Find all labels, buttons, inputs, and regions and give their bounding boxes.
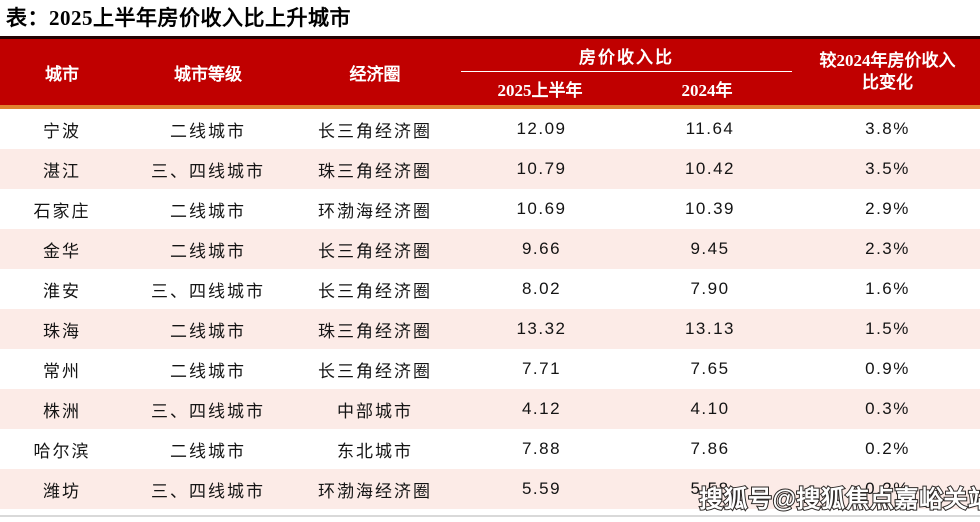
header-city-tier: 城市等级 bbox=[174, 64, 242, 84]
cell-change: 0.2% bbox=[865, 479, 910, 498]
cell-ratio-2025: 7.71 bbox=[521, 359, 562, 378]
header-ratio-2024: 2024年 bbox=[681, 81, 733, 100]
cell-city: 湛江 bbox=[43, 161, 81, 181]
cell-tier: 二线城市 bbox=[170, 361, 246, 381]
table-header: 城市 城市等级 经济圈 房价收入比 2025上半年 2024年 较2024年房价… bbox=[0, 36, 980, 109]
cell-change: 3.8% bbox=[865, 119, 910, 138]
cell-circle: 珠三角经济圈 bbox=[318, 161, 432, 181]
bottom-divider bbox=[0, 515, 980, 517]
cell-ratio-2025: 10.79 bbox=[516, 159, 567, 178]
header-change-line2: 比变化 bbox=[862, 73, 913, 92]
cell-tier: 三、四线城市 bbox=[151, 281, 265, 301]
table-row-harbin: 哈尔滨 二线城市 东北城市 7.88 7.86 0.2% bbox=[0, 429, 980, 469]
cell-ratio-2025: 5.59 bbox=[521, 479, 562, 498]
cell-ratio-2024: 5.58 bbox=[690, 479, 730, 498]
cell-ratio-2024: 7.90 bbox=[690, 279, 730, 298]
header-change-line1: 较2024年房价收入 bbox=[819, 51, 956, 70]
cell-city: 金华 bbox=[43, 241, 81, 261]
cell-tier: 二线城市 bbox=[170, 241, 246, 261]
table-body: 宁波 二线城市 长三角经济圈 12.09 11.64 3.8% 湛江 三、四线城… bbox=[0, 109, 980, 509]
cell-city: 哈尔滨 bbox=[33, 441, 91, 461]
table-title: 表：2025上半年房价收入比上升城市 bbox=[6, 6, 351, 30]
cell-ratio-2025: 4.12 bbox=[521, 399, 562, 418]
cell-ratio-2025: 13.32 bbox=[516, 319, 567, 338]
cell-ratio-2025: 9.66 bbox=[521, 239, 562, 258]
cell-ratio-2024: 11.64 bbox=[685, 119, 735, 138]
cell-ratio-2024: 7.65 bbox=[690, 359, 730, 378]
cell-change: 0.9% bbox=[865, 359, 910, 378]
cell-tier: 三、四线城市 bbox=[151, 401, 265, 421]
cell-ratio-2024: 4.10 bbox=[690, 399, 730, 418]
table-row-ningbo: 宁波 二线城市 长三角经济圈 12.09 11.64 3.8% bbox=[0, 109, 980, 149]
cell-change: 2.3% bbox=[865, 239, 910, 258]
table-row-zhuhai: 珠海 二线城市 珠三角经济圈 13.32 13.13 1.5% bbox=[0, 309, 980, 349]
cell-tier: 三、四线城市 bbox=[151, 161, 265, 181]
cell-circle: 长三角经济圈 bbox=[318, 361, 432, 381]
cell-change: 2.9% bbox=[865, 199, 910, 218]
cell-change: 1.6% bbox=[865, 279, 910, 298]
table-row-zhuzhou: 株洲 三、四线城市 中部城市 4.12 4.10 0.3% bbox=[0, 389, 980, 429]
cell-ratio-2024: 7.86 bbox=[690, 439, 730, 458]
cell-ratio-2025: 7.88 bbox=[521, 439, 562, 458]
cell-change: 1.5% bbox=[865, 319, 910, 338]
header-change-vs-2024: 较2024年房价收入 比变化 bbox=[795, 39, 980, 105]
header-city: 城市 bbox=[45, 64, 79, 84]
cell-ratio-2024: 10.39 bbox=[684, 199, 736, 218]
cell-city: 淮安 bbox=[43, 281, 81, 301]
cell-city: 潍坊 bbox=[43, 481, 81, 501]
table-row-huaian: 淮安 三、四线城市 长三角经济圈 8.02 7.90 1.6% bbox=[0, 269, 980, 309]
cell-tier: 二线城市 bbox=[170, 201, 246, 221]
cell-circle: 东北城市 bbox=[337, 441, 413, 461]
cell-circle: 长三角经济圈 bbox=[318, 281, 432, 301]
cell-tier: 二线城市 bbox=[170, 121, 246, 141]
cell-circle: 环渤海经济圈 bbox=[318, 201, 432, 221]
cell-ratio-2025: 10.69 bbox=[516, 199, 567, 218]
sohu-watermark: 搜狐号@搜狐焦点嘉峪关站 bbox=[698, 485, 980, 514]
cell-ratio-2025: 8.02 bbox=[521, 279, 562, 298]
table-row-zhanjiang: 湛江 三、四线城市 珠三角经济圈 10.79 10.42 3.5% bbox=[0, 149, 980, 189]
cell-tier: 二线城市 bbox=[170, 321, 246, 341]
cell-city: 石家庄 bbox=[33, 201, 91, 221]
cell-circle: 中部城市 bbox=[337, 401, 413, 421]
cell-circle: 环渤海经济圈 bbox=[318, 481, 432, 501]
cell-ratio-2025: 12.09 bbox=[516, 119, 567, 138]
header-ratio-2025h1: 2025上半年 bbox=[497, 81, 583, 100]
cell-ratio-2024: 13.13 bbox=[684, 319, 736, 338]
table-row-weifang: 潍坊 三、四线城市 环渤海经济圈 5.59 5.58 0.2% bbox=[0, 469, 980, 509]
cell-tier: 三、四线城市 bbox=[151, 481, 265, 501]
cell-change: 0.3% bbox=[865, 399, 910, 418]
cell-ratio-2024: 9.45 bbox=[690, 239, 730, 258]
table-row-jinhua: 金华 二线城市 长三角经济圈 9.66 9.45 2.3% bbox=[0, 229, 980, 269]
cell-city: 株洲 bbox=[43, 401, 81, 421]
cell-change: 3.5% bbox=[865, 159, 910, 178]
header-ratio-group: 房价收入比 2025上半年 2024年 bbox=[458, 39, 795, 105]
cell-change: 0.2% bbox=[865, 439, 910, 458]
cell-circle: 长三角经济圈 bbox=[318, 121, 432, 141]
header-ratio-subrow: 2025上半年 2024年 bbox=[458, 72, 795, 105]
cell-tier: 二线城市 bbox=[170, 441, 246, 461]
cell-city: 宁波 bbox=[43, 121, 81, 141]
table-row-shijiazhuang: 石家庄 二线城市 环渤海经济圈 10.69 10.39 2.9% bbox=[0, 189, 980, 229]
cell-ratio-2024: 10.42 bbox=[684, 159, 736, 178]
cell-city: 珠海 bbox=[43, 321, 81, 341]
cell-circle: 珠三角经济圈 bbox=[318, 321, 432, 341]
cell-city: 常州 bbox=[43, 361, 81, 381]
table-row-changzhou: 常州 二线城市 长三角经济圈 7.71 7.65 0.9% bbox=[0, 349, 980, 389]
header-ratio-group-label: 房价收入比 bbox=[461, 39, 792, 72]
cell-circle: 长三角经济圈 bbox=[318, 241, 432, 261]
header-economic-circle: 经济圈 bbox=[349, 64, 401, 84]
